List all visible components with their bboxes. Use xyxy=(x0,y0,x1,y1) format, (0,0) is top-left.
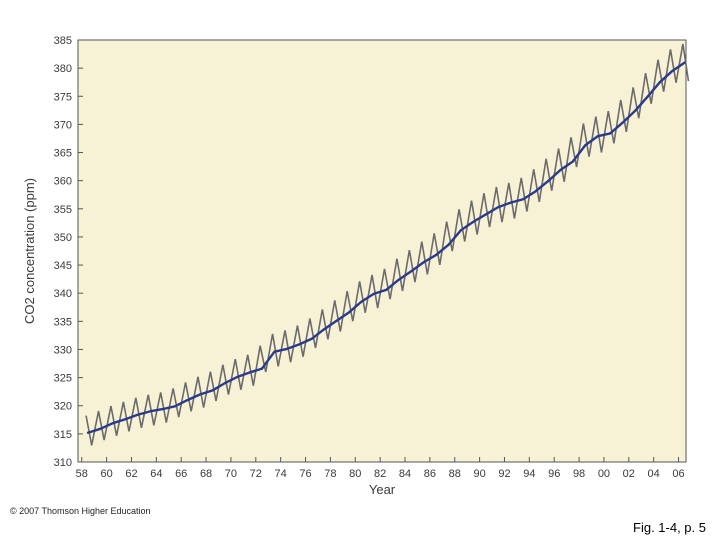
y-tick-label: 335 xyxy=(54,316,72,328)
annual-mean-point xyxy=(86,431,90,434)
annual-mean-point xyxy=(223,382,226,385)
x-tick-label: 94 xyxy=(523,468,535,480)
y-tick-label: 355 xyxy=(54,204,72,216)
x-tick-label: 76 xyxy=(299,468,311,480)
y-axis-title: CO2 concentration (ppm) xyxy=(22,178,37,324)
y-tick-label: 310 xyxy=(54,457,72,469)
annual-mean-point xyxy=(372,292,376,295)
annual-mean-point xyxy=(546,180,550,183)
annual-mean-point xyxy=(323,328,326,331)
x-tick-label: 62 xyxy=(125,468,137,480)
x-tick-label: 84 xyxy=(399,468,411,480)
annual-mean-point xyxy=(99,427,102,430)
x-tick-label: 74 xyxy=(275,468,287,480)
annual-mean-point xyxy=(683,61,686,64)
x-tick-label: 60 xyxy=(100,468,112,480)
y-tick-label: 330 xyxy=(54,344,72,356)
annual-mean-point xyxy=(658,81,661,84)
y-tick-label: 340 xyxy=(54,288,72,300)
annual-mean-point xyxy=(534,190,537,193)
annual-mean-point xyxy=(410,270,413,273)
annual-mean-point xyxy=(397,278,400,281)
y-tick-label: 380 xyxy=(54,63,72,75)
x-tick-label: 78 xyxy=(324,468,336,480)
x-tick-label: 88 xyxy=(449,468,461,480)
co2-chart: 310 315 320 325 330 335 340 345 350 355 360 365 370 3… xyxy=(22,35,690,497)
x-tick-label: 98 xyxy=(573,468,585,480)
x-tick-label: 66 xyxy=(175,468,187,480)
annual-mean-point xyxy=(124,418,127,421)
annual-mean-point xyxy=(285,347,288,351)
annual-mean-point xyxy=(497,206,500,209)
x-tick-label: 64 xyxy=(150,468,162,480)
x-tick-label: 72 xyxy=(250,468,262,480)
annual-mean-point xyxy=(621,121,624,124)
annual-mean-point xyxy=(559,168,562,172)
annual-mean-point xyxy=(422,261,425,264)
y-tick-label: 365 xyxy=(54,148,72,160)
y-tick-label: 370 xyxy=(54,119,72,131)
y-tick-label: 345 xyxy=(54,260,72,272)
x-tick-label: 86 xyxy=(424,468,436,480)
annual-mean-point xyxy=(484,213,487,216)
annual-mean-point xyxy=(136,413,139,416)
annual-mean-point xyxy=(434,253,438,257)
annual-mean-point xyxy=(149,410,152,413)
annual-mean-point xyxy=(472,220,475,223)
annual-mean-point xyxy=(260,367,264,370)
x-tick-label: 96 xyxy=(548,468,560,480)
y-tick-label: 375 xyxy=(54,91,72,103)
plot-area xyxy=(77,39,687,463)
figure-caption: Fig. 1-4, p. 5 xyxy=(633,520,706,535)
x-tick-label: 00 xyxy=(598,468,610,480)
annual-mean-point xyxy=(609,132,612,135)
annual-mean-point xyxy=(571,160,574,163)
y-tick-label: 320 xyxy=(54,401,72,413)
annual-mean-point xyxy=(310,337,313,340)
annual-mean-point xyxy=(236,375,239,379)
annual-mean-point xyxy=(522,198,525,201)
x-tick-label: 90 xyxy=(473,468,485,480)
x-axis-title: Year xyxy=(369,482,396,497)
figure-panel: 310 315 320 325 330 335 340 345 350 355 360 365 370 3… xyxy=(10,24,702,504)
annual-mean-point xyxy=(447,243,450,246)
annual-mean-point xyxy=(584,144,587,147)
x-tick-label: 04 xyxy=(648,468,660,480)
x-tick-label: 68 xyxy=(200,468,212,480)
x-tick-label: 06 xyxy=(672,468,684,480)
annual-mean-point xyxy=(298,343,301,346)
annual-mean-point xyxy=(671,69,674,73)
annual-mean-point xyxy=(198,393,201,396)
y-tick-label: 385 xyxy=(54,35,72,47)
annual-mean-point xyxy=(335,319,338,322)
seasonal-co2-line xyxy=(85,43,690,446)
annual-mean-point xyxy=(173,405,177,408)
annual-mean-point xyxy=(633,109,637,112)
y-tick-label: 350 xyxy=(54,232,72,244)
annual-mean-point xyxy=(161,408,164,411)
y-tick-label: 315 xyxy=(54,429,72,441)
annual-mean-point xyxy=(347,311,351,314)
x-tick-label: 02 xyxy=(623,468,635,480)
copyright-notice: © 2007 Thomson Higher Education xyxy=(10,506,151,516)
annual-mean-point xyxy=(111,422,114,425)
annual-mean-point xyxy=(186,399,189,402)
annual-mean-point xyxy=(646,95,649,98)
x-tick-label: 58 xyxy=(76,468,88,480)
annual-mean-point xyxy=(596,135,599,138)
annual-mean-point xyxy=(273,350,276,353)
x-tick-label: 92 xyxy=(498,468,510,480)
annual-mean-point xyxy=(211,389,214,392)
y-tick-label: 360 xyxy=(54,176,72,188)
y-tick-label: 325 xyxy=(54,373,72,385)
annual-mean-point xyxy=(360,300,363,303)
annual-mean-point xyxy=(509,201,512,204)
annual-mean-point xyxy=(385,288,388,291)
annual-mean-point xyxy=(459,229,463,232)
x-tick-label: 70 xyxy=(225,468,237,480)
annual-mean-point xyxy=(248,371,251,374)
x-tick-label: 82 xyxy=(374,468,386,480)
x-tick-label: 80 xyxy=(349,468,361,480)
